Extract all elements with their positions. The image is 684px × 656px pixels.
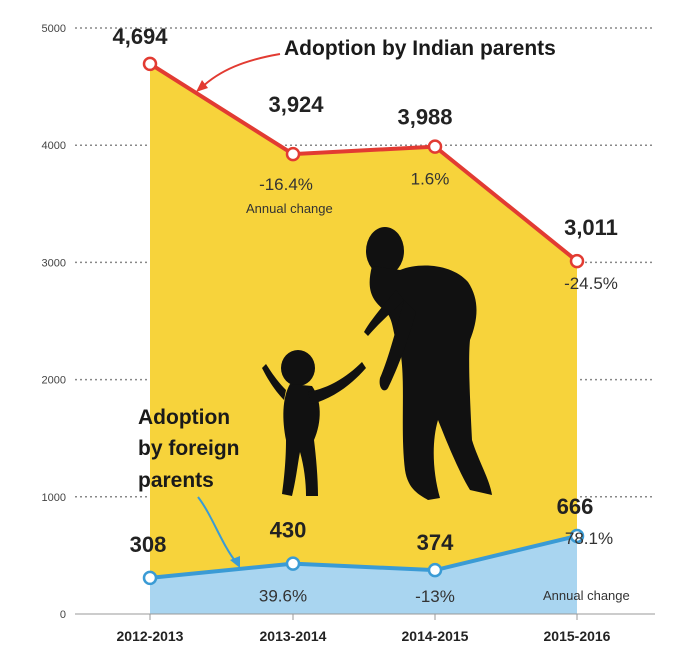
- y-tick-label: 0: [60, 609, 66, 621]
- y-tick-label: 4000: [42, 140, 66, 152]
- parent-child-silhouette-icon: [262, 227, 492, 500]
- indian-value-label: 3,924: [268, 92, 324, 117]
- x-tick-label: 2014-2015: [402, 628, 469, 644]
- indian-value-label: 3,011: [564, 215, 618, 240]
- foreign-value-label: 666: [557, 494, 594, 519]
- foreign-series-title: Adoption by foreign parents: [138, 406, 245, 492]
- foreign-value-label: 374: [417, 530, 454, 555]
- foreign-title-line-2: by foreign: [138, 437, 240, 460]
- indian-area-fill: [150, 63, 577, 578]
- foreign-point: [569, 528, 585, 544]
- foreign-change-label: 39.6%: [259, 587, 307, 606]
- x-tick-label: 2013-2014: [260, 628, 327, 644]
- indian-title-arrowhead: [196, 80, 208, 92]
- foreign-change-label: 78.1%: [565, 529, 613, 548]
- x-axis-ticks: 2012-2013 2013-2014 2014-2015 2015-2016: [117, 614, 611, 644]
- annual-change-note-1: Annual change: [246, 201, 333, 216]
- annual-change-note-2: Annual change: [543, 588, 630, 603]
- indian-point: [569, 253, 585, 269]
- indian-change-label: 1.6%: [411, 170, 450, 189]
- foreign-title-arrow: [197, 496, 237, 563]
- indian-change-label: -16.4%: [259, 175, 313, 194]
- indian-title-arrow: [200, 53, 281, 89]
- indian-value-label: 4,694: [112, 24, 168, 49]
- foreign-change-label: -13%: [415, 587, 455, 606]
- indian-point: [427, 139, 443, 154]
- foreign-point: [285, 556, 301, 571]
- foreign-title-line-1: Adoption: [138, 406, 230, 429]
- y-tick-label: 2000: [42, 375, 66, 387]
- foreign-title-line-3: parents: [138, 469, 214, 492]
- foreign-parents-line: [149, 534, 578, 580]
- foreign-value-label: 430: [270, 518, 307, 543]
- foreign-point: [142, 570, 158, 586]
- foreign-point: [427, 562, 443, 578]
- indian-value-label: 3,988: [397, 105, 452, 130]
- y-tick-label: 3000: [42, 257, 66, 269]
- indian-change-label: -24.5%: [564, 274, 618, 293]
- indian-series-title: Adoption by Indian parents: [284, 37, 556, 60]
- foreign-title-arrowhead: [230, 556, 240, 568]
- data-labels: 4,694 3,924 3,988 3,011 -16.4% 1.6% -24.5% 308 4…: [112, 24, 617, 606]
- x-tick-label: 2012-2013: [117, 628, 184, 644]
- foreign-area-fill: [150, 535, 577, 614]
- x-tick-label: 2015-2016: [544, 628, 611, 644]
- indian-parents-line: [148, 62, 579, 263]
- foreign-value-label: 308: [130, 532, 167, 557]
- indian-point: [285, 146, 301, 162]
- data-points: [142, 56, 585, 586]
- indian-point: [142, 56, 158, 72]
- y-axis-ticks: 0 1000 2000 3000 4000 5000: [42, 23, 66, 621]
- y-tick-label: 1000: [42, 492, 66, 504]
- y-tick-label: 5000: [42, 23, 66, 35]
